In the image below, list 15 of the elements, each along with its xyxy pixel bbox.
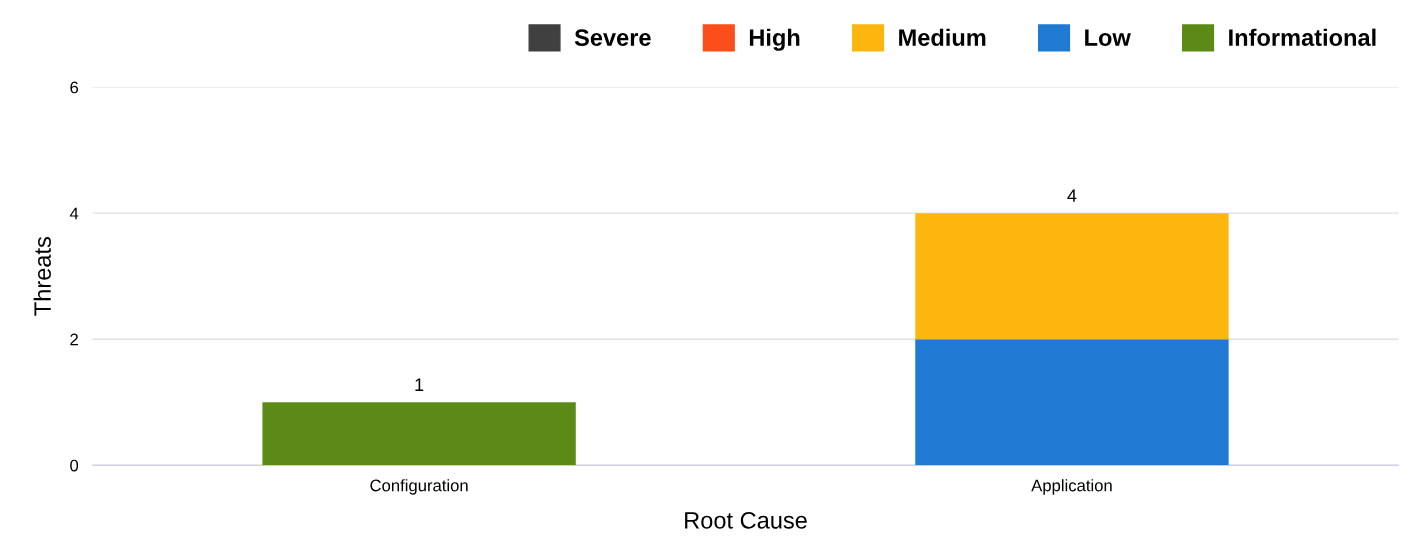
y-tick-label: 0 — [70, 459, 79, 472]
y-tick-label: 4 — [69, 207, 79, 220]
legend-label: Severe — [574, 29, 651, 46]
legend-label: Low — [1085, 29, 1131, 46]
y-tick-label: 6 — [70, 81, 79, 94]
x-axis-title: Root Cause — [685, 511, 807, 529]
legend-label: High — [749, 28, 800, 51]
total-label: 1 — [415, 378, 424, 391]
legend-label: Informational — [1229, 28, 1376, 46]
y-tick-label: 2 — [70, 333, 78, 346]
y-axis-title: Threats — [33, 237, 51, 316]
x-tick-label: Application — [1031, 479, 1112, 495]
legend-label: Medium — [899, 28, 986, 46]
x-tick-label: Configuration — [370, 479, 468, 495]
total-label: 4 — [1067, 189, 1077, 202]
